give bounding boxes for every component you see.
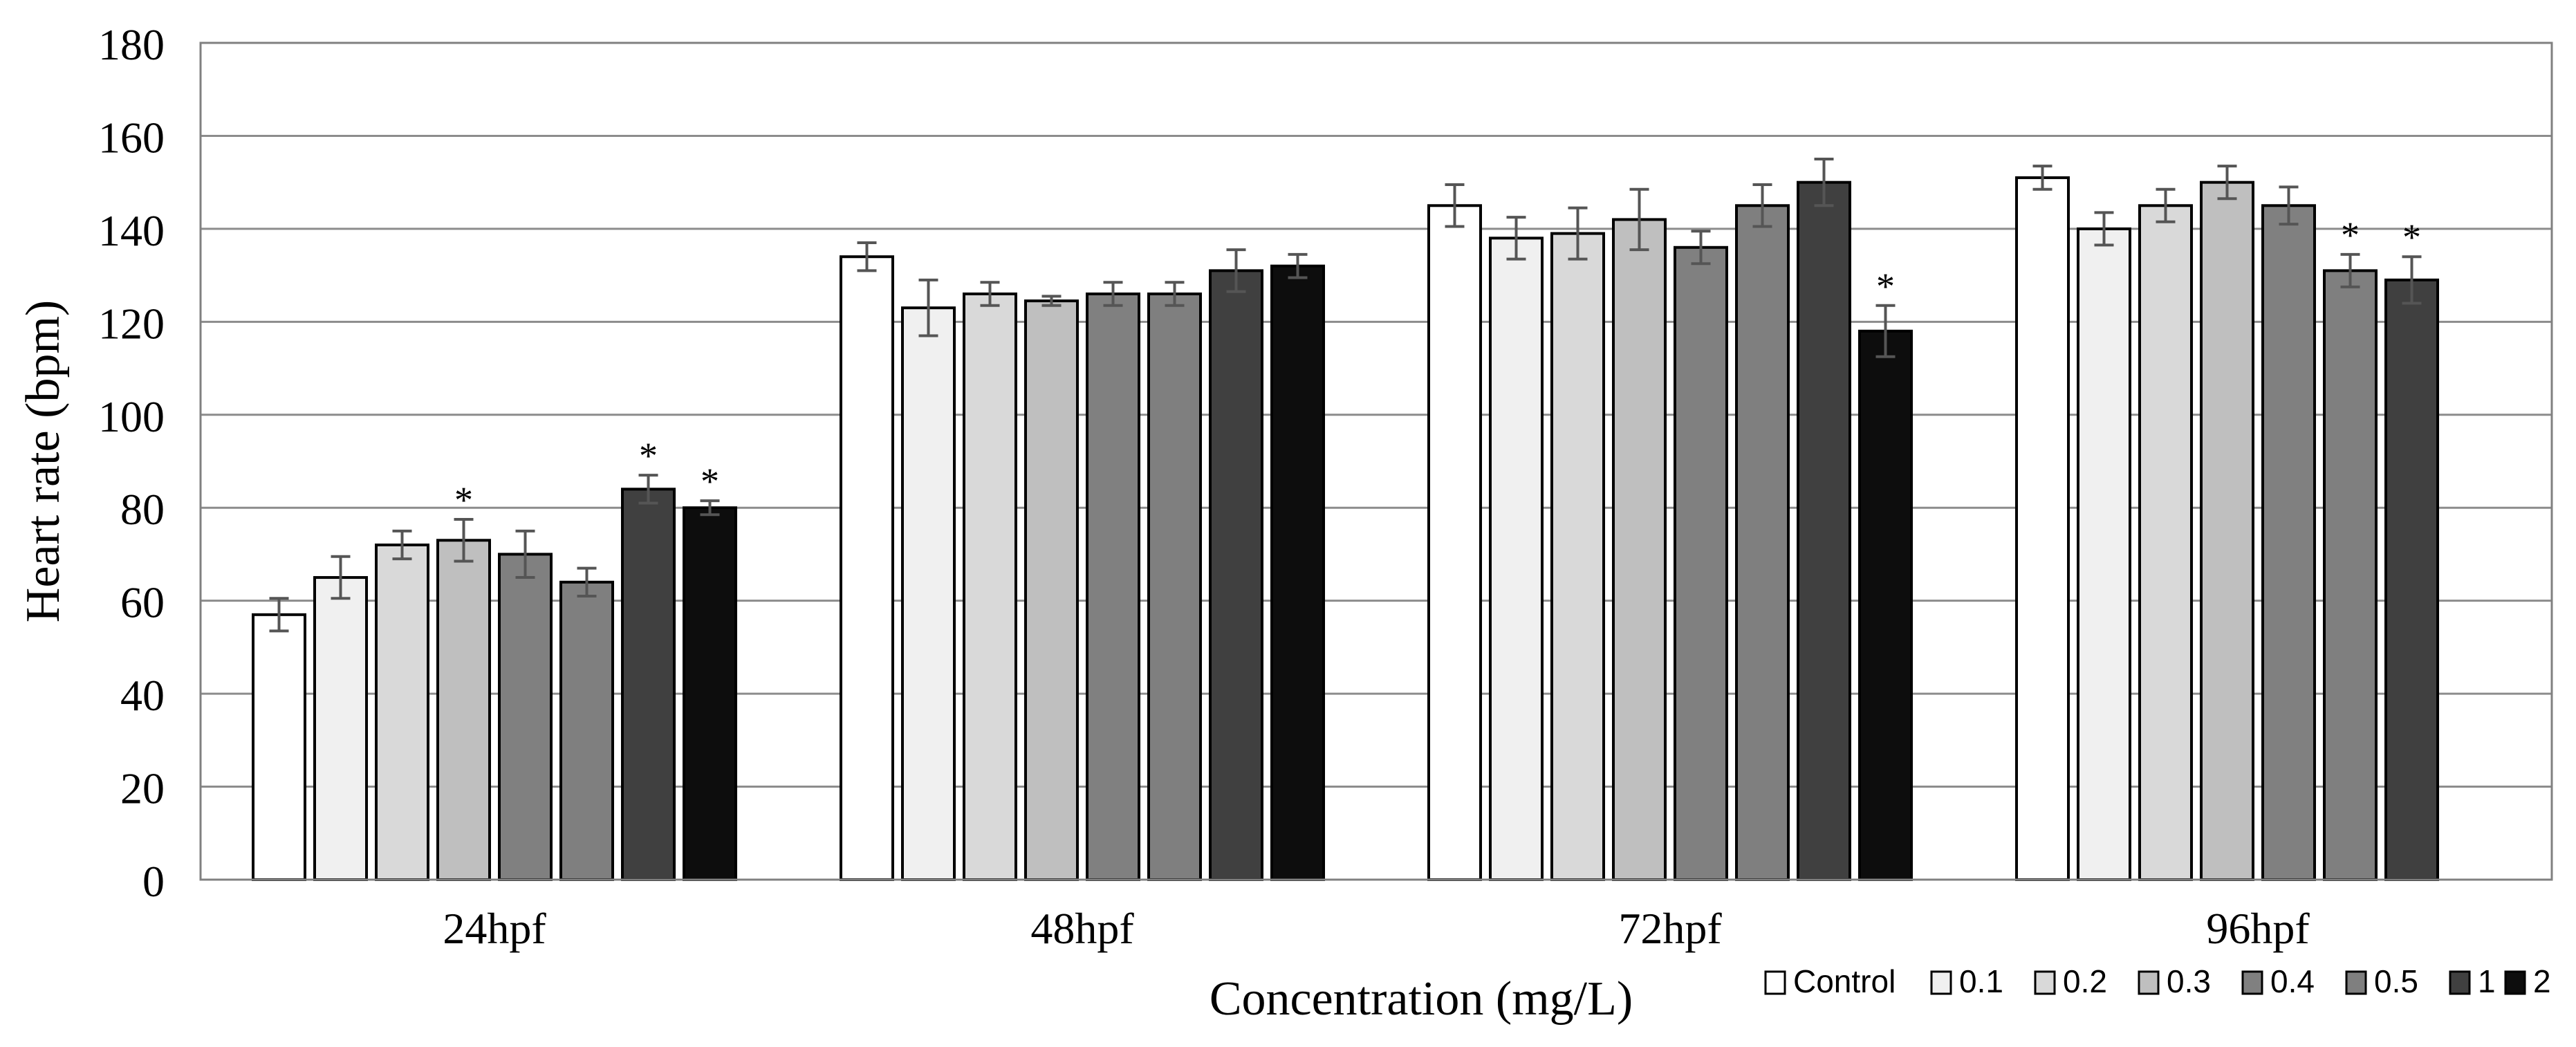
legend-label: 0.2	[2063, 963, 2107, 999]
bar	[2077, 227, 2131, 881]
legend-label: Control	[1793, 963, 1896, 999]
bar	[375, 544, 429, 881]
bar	[901, 306, 956, 881]
x-axis-title: Concentration (mg/L)	[1210, 972, 1633, 1026]
x-tick-labels: 24hpf 48hpf 72hpf 96hpf	[443, 904, 2310, 953]
bar	[2015, 176, 2070, 881]
legend-label: 2	[2533, 963, 2551, 999]
legend-swatch	[1764, 970, 1786, 995]
legend-label: 1	[2478, 963, 2496, 999]
significance-marker: *	[454, 479, 473, 521]
error-bars: * * * * * *	[269, 158, 2422, 633]
bar	[1550, 232, 1605, 882]
bar	[498, 553, 553, 881]
bars	[252, 176, 2439, 882]
plot-frame	[199, 41, 2553, 881]
bar	[2323, 269, 2378, 881]
bar	[252, 613, 306, 881]
bar	[1270, 264, 1325, 881]
legend-swatch	[2034, 970, 2056, 995]
y-tick-label: 100	[98, 392, 165, 441]
legend-label: 0.4	[2270, 963, 2315, 999]
significance-marker: *	[701, 461, 719, 502]
bar	[2138, 204, 2193, 881]
legend: Control 0.1 0.2 0.3 0.4 0.5 1 2	[1764, 963, 2551, 999]
bar	[1612, 218, 1667, 881]
bar	[840, 255, 894, 881]
legend-label: 0.1	[1959, 963, 2003, 999]
bar	[436, 539, 491, 881]
y-tick-labels: 0 20 40 60 80 100 120 140 160 180	[98, 20, 165, 906]
legend-swatch	[2504, 970, 2526, 995]
bar	[2261, 204, 2316, 881]
y-tick-label: 0	[142, 857, 165, 906]
bar	[1086, 293, 1140, 881]
x-tick-label: 72hpf	[1618, 904, 1722, 953]
significance-marker: *	[639, 435, 658, 476]
bar	[1024, 299, 1079, 882]
axes	[199, 41, 2553, 881]
bar	[1735, 204, 1790, 881]
bar	[621, 488, 676, 881]
bar	[2384, 278, 2439, 882]
bar	[1489, 237, 1544, 882]
y-tick-label: 120	[98, 299, 165, 348]
legend-swatch	[2138, 970, 2160, 995]
y-tick-label: 180	[98, 20, 165, 69]
bar	[1427, 204, 1482, 881]
grid-lines	[201, 134, 2552, 788]
legend-swatch	[2449, 970, 2471, 995]
bar	[2200, 180, 2254, 881]
x-tick-label: 48hpf	[1030, 904, 1134, 953]
y-tick-label: 40	[120, 671, 165, 720]
bar	[1147, 293, 1202, 881]
x-tick-label: 24hpf	[443, 904, 546, 953]
legend-swatch	[2345, 970, 2367, 995]
y-axis-title: Heart rate (bpm)	[17, 300, 70, 622]
significance-marker: *	[2402, 216, 2421, 258]
x-tick-label: 96hpf	[2206, 904, 2310, 953]
legend-label: 0.3	[2167, 963, 2211, 999]
bar	[1209, 269, 1263, 881]
legend-swatch	[1930, 970, 1952, 995]
legend-label: 0.5	[2374, 963, 2418, 999]
y-tick-label: 140	[98, 206, 165, 255]
y-tick-label: 20	[120, 764, 165, 813]
legend-swatch	[2241, 970, 2263, 995]
significance-marker: *	[1876, 266, 1895, 307]
bar	[963, 293, 1017, 881]
y-tick-label: 80	[120, 485, 165, 534]
significance-marker: *	[2341, 214, 2360, 256]
bar	[683, 506, 737, 881]
bar	[559, 580, 614, 881]
y-tick-label: 160	[98, 113, 165, 162]
bar	[1858, 329, 1913, 881]
bar	[1797, 180, 1851, 881]
bar	[1674, 245, 1728, 881]
bar	[313, 576, 368, 881]
y-tick-label: 60	[120, 578, 165, 627]
